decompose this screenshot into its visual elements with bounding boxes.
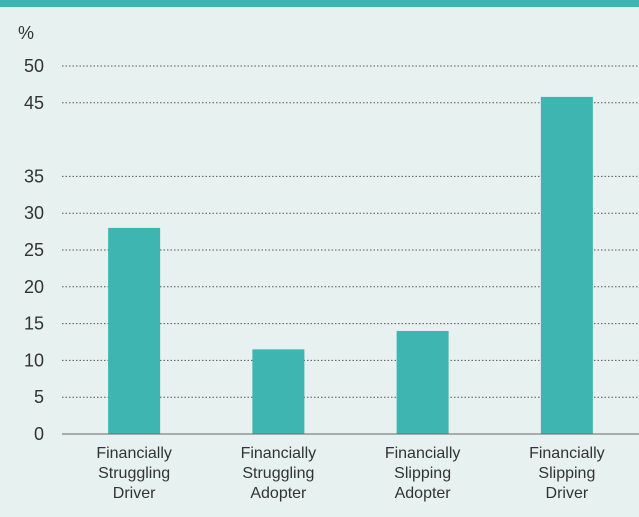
x-axis-category-labels: Financially Struggling Driver Financially St… xyxy=(96,445,604,502)
y-tick-label-35: 35 xyxy=(24,166,44,186)
category-label-line: Adopter xyxy=(250,485,307,502)
y-tick-label-25: 25 xyxy=(24,240,44,260)
category-label-2: Financially Struggling Adopter xyxy=(241,445,317,502)
category-label-line: Financially xyxy=(96,445,172,462)
category-label-1: Financially Struggling Driver xyxy=(96,445,172,502)
y-tick-label-10: 10 xyxy=(24,350,44,370)
bar-1 xyxy=(108,227,161,434)
y-tick-label-20: 20 xyxy=(24,277,44,297)
category-label-line: Financially xyxy=(241,445,317,462)
y-tick-label-0: 0 xyxy=(34,424,44,444)
y-axis-unit-label: % xyxy=(18,23,34,43)
y-tick-label-45: 45 xyxy=(24,93,44,113)
category-label-line: Adopter xyxy=(395,485,452,502)
y-tick-label-15: 15 xyxy=(24,314,44,334)
bar-4 xyxy=(540,96,593,435)
category-label-line: Slipping xyxy=(538,465,595,482)
category-label-line: Driver xyxy=(546,485,589,502)
bars xyxy=(108,96,593,435)
category-label-line: Driver xyxy=(113,485,156,502)
category-label-line: Financially xyxy=(385,445,461,462)
category-label-4: Financially Slipping Driver xyxy=(529,445,605,502)
bar-2 xyxy=(252,349,305,434)
header-accent-bar xyxy=(0,0,639,7)
bar-3 xyxy=(396,330,449,434)
y-tick-label-50: 50 xyxy=(24,56,44,76)
y-tick-label-30: 30 xyxy=(24,203,44,223)
category-label-line: Struggling xyxy=(98,465,170,482)
category-label-line: Financially xyxy=(529,445,605,462)
y-tick-label-5: 5 xyxy=(34,387,44,407)
category-label-line: Struggling xyxy=(242,465,314,482)
y-axis-ticks: 0 5 10 15 20 25 30 35 45 50 xyxy=(24,56,44,444)
category-label-3: Financially Slipping Adopter xyxy=(385,445,461,502)
category-label-line: Slipping xyxy=(394,465,451,482)
